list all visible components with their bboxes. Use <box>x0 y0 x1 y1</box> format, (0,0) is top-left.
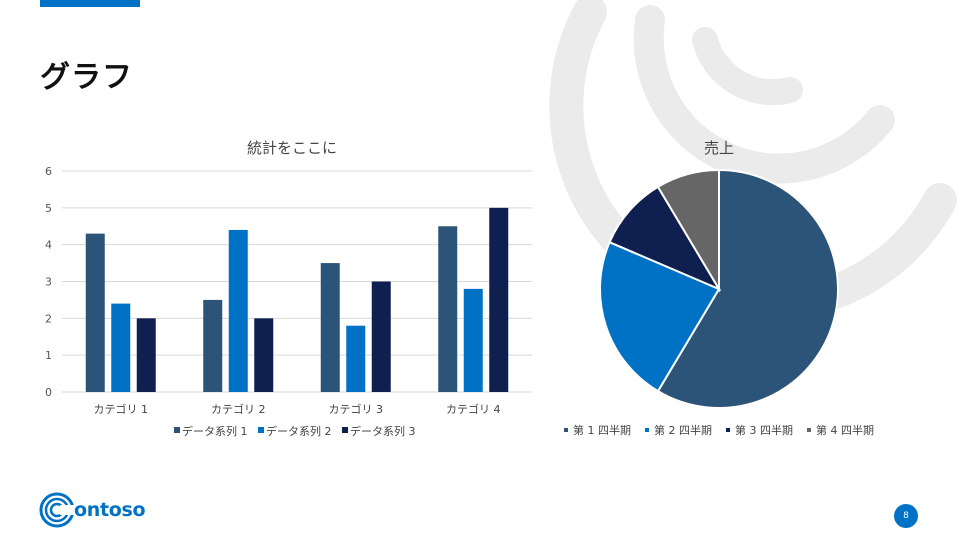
bar-3-2 <box>254 318 274 392</box>
legend-swatch <box>807 428 811 432</box>
bar-2-1 <box>111 303 131 392</box>
y-tick-label: 5 <box>45 202 52 215</box>
legend-label: データ系列 1 <box>182 424 248 438</box>
x-tick-label: カテゴリ 4 <box>446 402 501 416</box>
bar-3-3 <box>371 281 391 392</box>
bar-chart-title: 統計をここに <box>247 139 337 157</box>
pie-slice-2 <box>599 240 721 393</box>
y-tick-label: 3 <box>45 276 52 289</box>
pie-slice-3 <box>608 185 722 292</box>
bar-2-3 <box>346 325 366 392</box>
bar-1-3 <box>320 263 340 392</box>
legend-label: 第 2 四半期 <box>654 423 712 437</box>
y-tick-label: 4 <box>45 239 52 252</box>
x-tick-label: カテゴリ 2 <box>211 402 266 416</box>
legend-swatch <box>564 428 568 432</box>
bar-1-4 <box>438 226 458 392</box>
y-tick-label: 2 <box>45 312 52 325</box>
logo-c-icon <box>39 492 76 528</box>
legend-label: データ系列 3 <box>350 424 416 438</box>
legend-label: 第 3 四半期 <box>735 423 793 437</box>
bar-1-1 <box>85 233 105 392</box>
legend-label: 第 4 四半期 <box>816 423 874 437</box>
pie-slice-1 <box>656 168 839 409</box>
contoso-logo: ontoso <box>38 490 146 530</box>
logo-text: ontoso <box>74 499 146 521</box>
bar-2-2 <box>228 229 248 392</box>
legend-swatch <box>174 427 180 433</box>
legend-swatch <box>726 428 730 432</box>
legend-label: データ系列 2 <box>266 424 332 438</box>
accent-bar <box>40 0 140 7</box>
y-tick-label: 0 <box>45 386 52 399</box>
pie-slice-4 <box>656 168 720 293</box>
legend-swatch <box>342 427 348 433</box>
slide-title: グラフ <box>40 60 133 95</box>
pie-chart-title: 売上 <box>704 139 734 157</box>
legend-swatch <box>645 428 649 432</box>
bar-3-1 <box>136 318 156 392</box>
bar-3-4 <box>489 207 509 392</box>
x-tick-label: カテゴリ 1 <box>94 402 149 416</box>
bar-2-4 <box>463 288 483 392</box>
page-number-badge: 8 <box>894 504 918 528</box>
y-tick-label: 6 <box>45 165 52 178</box>
legend-swatch <box>258 427 264 433</box>
x-tick-label: カテゴリ 3 <box>329 402 384 416</box>
legend-label: 第 1 四半期 <box>573 423 631 437</box>
bar-1-2 <box>203 299 223 392</box>
y-tick-label: 1 <box>45 349 52 362</box>
